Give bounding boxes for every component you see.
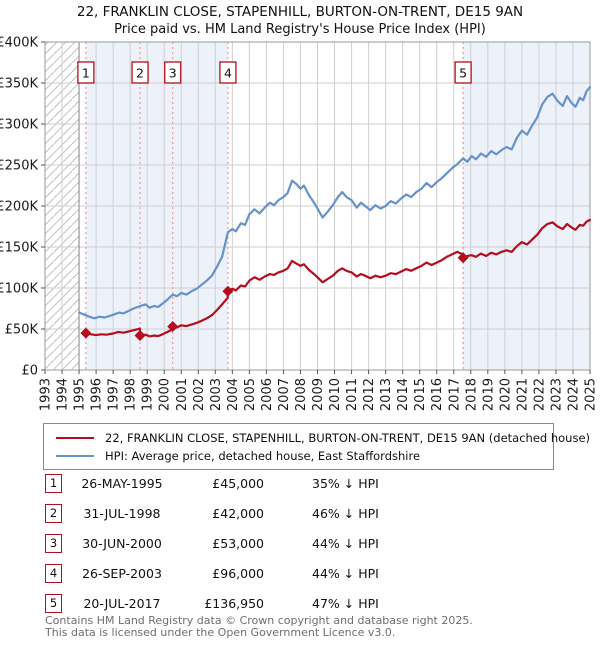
row-number-badge: 3 [45,533,62,553]
svg-text:£350K: £350K [0,77,38,92]
svg-text:1994: 1994 [56,378,71,411]
svg-text:1993: 1993 [39,378,54,411]
svg-text:2008: 2008 [294,378,309,411]
svg-text:2014: 2014 [396,378,411,411]
svg-text:1: 1 [82,66,90,81]
price-line-swatch [56,437,94,439]
row-hpi-diff: 35% ↓ HPI [312,475,379,491]
row-price: £136,950 [204,595,264,611]
row-date: 20-JUL-2017 [83,595,161,611]
svg-text:2009: 2009 [311,378,326,411]
row-hpi-diff: 44% ↓ HPI [312,565,379,581]
row-price: £45,000 [212,475,264,491]
svg-text:£250K: £250K [0,159,38,174]
price-chart: 1993 1994 1995 1996 1997 1998 1999 2000 2001 2002… [0,36,599,412]
legend-item-hpi: HPI: Average price, detached house, East… [44,447,553,465]
svg-text:2020: 2020 [498,378,513,411]
footer-line2: This data is licensed under the Open Gov… [45,625,396,639]
svg-text:5: 5 [459,66,467,81]
legend-label-price: 22, FRANKLIN CLOSE, STAPENHILL, BURTON-O… [105,431,591,445]
sale-diamond-markers [80,252,469,342]
sales-table: 1 26-MAY-1995 £45,000 35% ↓ HPI 2 31-JUL… [45,468,565,618]
svg-text:2002: 2002 [192,378,207,411]
row-hpi-diff: 46% ↓ HPI [312,505,379,521]
svg-text:1997: 1997 [107,378,122,411]
row-date: 26-MAY-1995 [81,475,163,491]
svg-text:1998: 1998 [124,378,139,411]
row-date: 26-SEP-2003 [82,565,162,581]
row-number-badge: 4 [45,563,62,583]
footer-line1: Contains HM Land Registry data © Crown c… [45,614,473,627]
svg-text:£150K: £150K [0,241,38,256]
svg-text:2018: 2018 [464,378,479,411]
row-number-badge: 5 [45,593,62,613]
svg-text:2024: 2024 [566,378,581,411]
svg-text:2007: 2007 [277,378,292,411]
table-row: 3 30-JUN-2000 £53,000 44% ↓ HPI [45,528,565,558]
svg-text:£200K: £200K [0,200,38,215]
svg-text:2023: 2023 [549,378,564,411]
table-row: 4 26-SEP-2003 £96,000 44% ↓ HPI [45,558,565,588]
svg-text:2025: 2025 [584,378,599,411]
svg-text:£0: £0 [21,364,38,379]
svg-text:2005: 2005 [243,378,258,411]
svg-text:£400K: £400K [0,36,38,51]
hpi-line-swatch [56,455,94,457]
legend-item-price: 22, FRANKLIN CLOSE, STAPENHILL, BURTON-O… [44,429,590,447]
svg-text:1999: 1999 [141,378,156,411]
row-date: 30-JUN-2000 [82,535,162,551]
hpi-series-line [77,85,592,320]
svg-text:£50K: £50K [5,323,39,338]
y-axis: £0 £50K £100K £150K £200K £250K £300K £350K £400… [0,36,45,379]
table-row: 1 26-MAY-1995 £45,000 35% ↓ HPI [45,468,565,498]
svg-text:2012: 2012 [362,378,377,411]
row-date: 31-JUL-1998 [83,505,161,521]
svg-text:2021: 2021 [515,378,530,411]
row-hpi-diff: 44% ↓ HPI [312,535,379,551]
page-title: 22, FRANKLIN CLOSE, STAPENHILL, BURTON-O… [76,4,524,20]
svg-text:2015: 2015 [413,378,428,411]
svg-text:2: 2 [136,66,144,81]
row-number-badge: 1 [45,473,62,493]
svg-text:2022: 2022 [532,378,547,411]
row-hpi-diff: 47% ↓ HPI [312,595,379,611]
x-axis: 1993 1994 1995 1996 1997 1998 1999 2000 2001 2002… [39,370,599,411]
svg-text:2017: 2017 [447,378,462,411]
svg-text:2016: 2016 [430,378,445,411]
gridlines [45,42,590,370]
legend-label-hpi: HPI: Average price, detached house, East… [105,449,421,463]
svg-text:2004: 2004 [226,378,241,411]
table-row: 2 31-JUL-1998 £42,000 46% ↓ HPI [45,498,565,528]
legend: 22, FRANKLIN CLOSE, STAPENHILL, BURTON-O… [43,423,590,470]
row-number-badge: 2 [45,503,62,523]
svg-text:2000: 2000 [158,378,173,411]
svg-text:2013: 2013 [379,378,394,411]
svg-text:1996: 1996 [90,378,105,411]
svg-text:2011: 2011 [345,378,360,411]
svg-text:3: 3 [169,66,177,81]
table-row: 5 20-JUL-2017 £136,950 47% ↓ HPI [45,588,565,618]
page-subtitle: Price paid vs. HM Land Registry's House … [114,22,486,37]
svg-text:4: 4 [224,66,232,81]
copyright-footer: Contains HM Land Registry data © Crown c… [45,615,473,638]
row-price: £96,000 [212,565,264,581]
svg-text:£100K: £100K [0,282,38,297]
row-price: £42,000 [212,505,264,521]
svg-text:2006: 2006 [260,378,275,411]
row-price: £53,000 [212,535,264,551]
svg-text:2019: 2019 [481,378,496,411]
svg-text:1995: 1995 [73,378,88,411]
svg-text:2001: 2001 [175,378,190,411]
svg-text:2003: 2003 [209,378,224,411]
svg-text:£300K: £300K [0,118,38,133]
svg-text:2010: 2010 [328,378,343,411]
sale-number-badges: 1 2 3 4 5 [77,61,472,84]
